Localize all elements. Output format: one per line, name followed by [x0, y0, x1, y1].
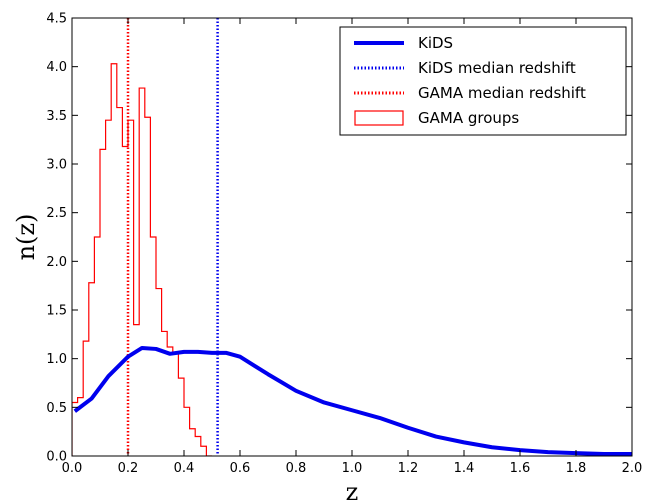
legend-label: KiDS median redshift: [418, 59, 576, 77]
x-tick-label: 1.4: [454, 461, 475, 476]
x-tick-label: 2.0: [622, 461, 643, 476]
x-tick-label: 0.0: [62, 461, 83, 476]
legend-label: KiDS: [418, 34, 453, 52]
x-tick-label: 0.4: [174, 461, 195, 476]
y-tick-label: 1.0: [46, 352, 67, 367]
y-tick-label: 4.5: [46, 12, 67, 27]
y-tick-label: 0.5: [46, 401, 67, 416]
legend: KiDS KiDS median redshift GAMA median reds…: [339, 26, 627, 136]
x-tick-label: 0.2: [118, 461, 139, 476]
legend-label: GAMA groups: [418, 109, 519, 127]
legend-swatch: [354, 110, 404, 126]
y-tick-label: 0.0: [46, 450, 67, 465]
x-tick-label: 1.0: [342, 461, 363, 476]
y-tick-label: 1.5: [46, 304, 67, 319]
y-axis: 0.0 0.5 1.0 1.5 2.0 2.5 3.0 3.5 4.0 4.5: [46, 12, 632, 465]
x-tick-label: 0.6: [230, 461, 251, 476]
y-tick-label: 4.0: [46, 60, 67, 75]
x-axis-title: z: [346, 478, 359, 502]
y-tick-label: 3.5: [46, 109, 67, 124]
legend-label: GAMA median redshift: [418, 84, 586, 102]
y-axis-title: n(z): [12, 214, 40, 261]
gama-groups-histogram: [72, 63, 212, 456]
x-axis: 0.0 0.2 0.4 0.6 0.8 1.0 1.2 1.4 1.6 1.8 2.0: [62, 18, 643, 476]
y-tick-label: 2.0: [46, 255, 67, 270]
x-tick-label: 1.8: [566, 461, 587, 476]
y-tick-label: 2.5: [46, 206, 67, 221]
x-tick-label: 1.2: [398, 461, 419, 476]
plot-area: [72, 18, 632, 456]
x-tick-label: 1.6: [510, 461, 531, 476]
y-tick-label: 3.0: [46, 158, 67, 173]
x-tick-label: 0.8: [286, 461, 307, 476]
kids-line: [73, 345, 632, 456]
